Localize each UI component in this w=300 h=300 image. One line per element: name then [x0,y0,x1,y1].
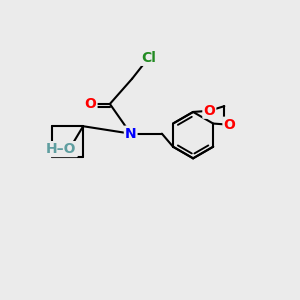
Text: Cl: Cl [141,51,156,65]
Text: O: O [224,118,235,132]
Text: H–O: H–O [46,142,77,156]
Text: O: O [203,104,215,118]
Text: O: O [85,97,97,111]
Text: N: N [125,127,136,141]
